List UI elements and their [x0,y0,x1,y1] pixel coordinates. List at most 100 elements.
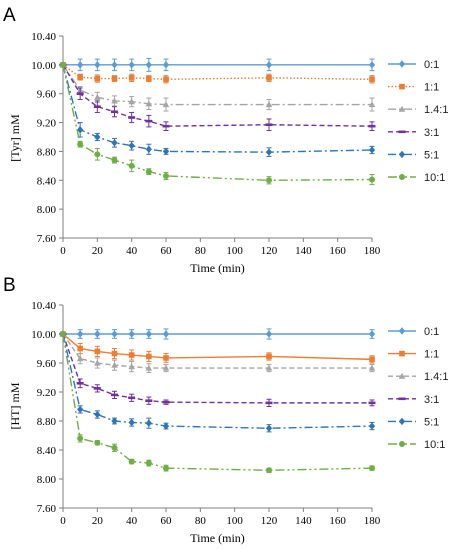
legend-label: 1.4:1 [424,104,448,116]
data-point [162,330,170,338]
data-point [266,467,272,474]
y-tick-label: 8.00 [37,204,57,216]
x-tick-label: 100 [226,515,243,527]
series-line [62,64,373,181]
data-point [128,352,135,358]
data-point [60,61,66,68]
legend-marker [398,150,406,159]
y-tick-label: 9.20 [37,118,57,130]
data-point [368,422,376,430]
data-point [77,74,83,80]
series-1-4-1 [59,61,376,112]
x-axis-label: Time (min) [190,531,245,545]
y-axis-label: [Tyr] mM [8,114,22,162]
x-tick-label: 120 [261,245,278,257]
data-point [145,168,152,175]
x-tick-label: 60 [161,515,173,527]
x-tick-label: 80 [195,515,207,527]
data-point [265,101,273,108]
y-tick-label: 10.00 [31,60,56,72]
y-tick-label: 9.60 [37,358,57,370]
data-point [265,424,273,432]
series-0-1 [59,57,376,72]
x-tick-label: 140 [295,245,312,257]
x-tick-label: 0 [60,245,66,257]
legend-item: 0:1 [388,326,439,338]
legend-label: 10:1 [424,172,445,184]
legend-label: 10:1 [424,439,445,451]
x-tick-label: 160 [329,245,346,257]
legend-item: 10:1 [388,439,445,451]
data-point [128,116,136,119]
legend-item: 3:1 [388,127,439,139]
data-point [111,110,118,114]
data-point [266,353,272,360]
data-point [266,177,272,184]
y-tick-label: 10.40 [31,31,56,43]
legend-label: 5:1 [424,149,439,161]
series-line [62,333,373,429]
data-point [145,145,152,153]
data-point [145,61,152,69]
data-point [76,92,84,96]
chart-panel-b: B 10.40 10.00 9.60 9.20 8.80 8.40 8.00 7.600 20 40… [3,275,448,545]
x-tick-label: 160 [329,515,346,527]
series-0-1 [59,328,376,340]
y-tick-label: 8.80 [37,416,57,428]
series-10-1 [60,61,375,186]
data-point [265,330,273,338]
legend-label: 1.4:1 [424,371,448,383]
x-tick-label: 60 [161,245,173,257]
series-line [62,64,372,106]
data-point [266,75,272,81]
series-1-4-1 [59,330,376,373]
y-tick-label: 7.60 [37,503,57,515]
data-point [145,330,152,338]
data-point [368,401,376,405]
legend-label: 3:1 [424,394,439,406]
legend-marker [398,372,406,379]
data-point [163,76,169,83]
data-point [146,353,152,360]
data-point [368,330,376,338]
data-point [111,444,118,451]
legend-marker [399,83,405,90]
y-tick-label: 10.00 [31,329,56,341]
series-line [62,333,372,369]
legend-marker [398,397,406,401]
legend-item: 1:1 [388,349,439,361]
data-point [111,97,118,104]
data-point [111,417,118,425]
data-point [94,75,101,82]
data-point [77,405,84,414]
data-point [369,76,375,83]
data-point [162,400,170,404]
legend-label: 1:1 [424,349,439,361]
legend-marker [399,174,405,180]
data-point [163,355,169,361]
data-point [369,356,375,363]
series-line [62,64,373,127]
data-point [145,364,153,371]
legend-marker [398,327,406,335]
data-point [94,330,101,338]
data-point [128,141,135,150]
data-point [76,355,84,362]
x-tick-label: 80 [195,245,207,257]
data-point [94,410,101,419]
data-point [128,363,135,370]
data-point [265,61,273,69]
data-point [368,124,376,128]
data-point [128,98,135,105]
data-point [77,61,84,69]
y-tick-label: 10.40 [31,300,56,312]
legend-item: 1.4:1 [388,104,448,116]
data-point [128,330,135,338]
series-10-1 [60,331,375,474]
data-point [369,176,375,183]
data-point [128,61,135,69]
x-tick-label: 180 [364,245,381,257]
y-tick-label: 8.80 [37,146,57,158]
data-point [265,148,273,156]
x-tick-label: 20 [92,245,104,257]
